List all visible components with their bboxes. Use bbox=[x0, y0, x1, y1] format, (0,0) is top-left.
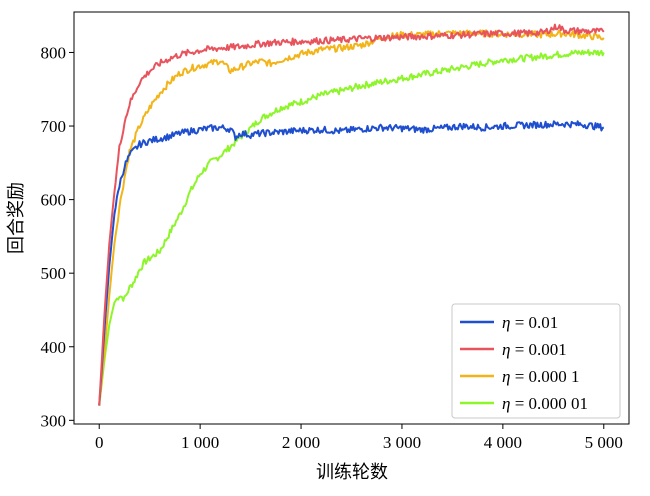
legend-label-0: η = 0.01 bbox=[502, 313, 558, 332]
x-tick-label: 2 000 bbox=[282, 433, 320, 452]
y-tick-label: 700 bbox=[41, 117, 67, 136]
legend-symbol: η bbox=[502, 394, 510, 413]
series-line-1 bbox=[98, 23, 605, 406]
series-layer bbox=[98, 23, 605, 406]
legend-label-3: η = 0.000 01 bbox=[502, 394, 588, 413]
legend-value: = 0.000 01 bbox=[510, 394, 588, 413]
y-tick-label: 600 bbox=[41, 191, 67, 210]
legend-symbol: η bbox=[502, 313, 510, 332]
y-tick-label: 300 bbox=[41, 411, 67, 430]
legend-value: = 0.000 1 bbox=[510, 367, 579, 386]
series-line-0 bbox=[98, 120, 605, 406]
x-tick-label: 0 bbox=[95, 433, 104, 452]
y-tick-label: 800 bbox=[41, 43, 67, 62]
legend-value: = 0.001 bbox=[510, 340, 566, 359]
y-tick-label: 400 bbox=[41, 338, 67, 357]
legend-label-1: η = 0.001 bbox=[502, 340, 567, 359]
series-line-3 bbox=[98, 49, 605, 406]
x-axis-title: 训练轮数 bbox=[316, 462, 388, 483]
legend-symbol: η bbox=[502, 340, 510, 359]
axis-ticks: 0 1 000 2 000 3 000 4 000 5 000 300 400 500 600 70… bbox=[41, 43, 623, 452]
x-tick-label: 1 000 bbox=[181, 433, 219, 452]
legend-label-2: η = 0.000 1 bbox=[502, 367, 580, 386]
legend-value: = 0.01 bbox=[510, 313, 558, 332]
legend-box bbox=[451, 303, 621, 419]
x-tick-label: 5 000 bbox=[585, 433, 623, 452]
y-tick-label: 500 bbox=[41, 264, 67, 283]
legend-symbol: η bbox=[502, 367, 510, 386]
x-tick-label: 4 000 bbox=[484, 433, 522, 452]
series-line-2 bbox=[98, 29, 605, 406]
y-axis-title: 回合奖励 bbox=[6, 182, 27, 254]
x-tick-label: 3 000 bbox=[383, 433, 421, 452]
